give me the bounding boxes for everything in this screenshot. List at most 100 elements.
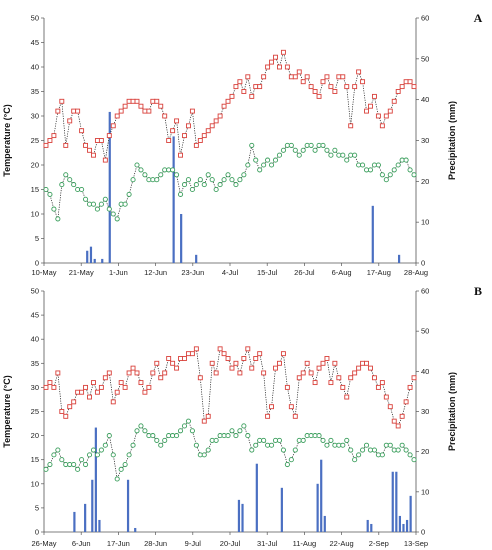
tmax-point [395,89,401,94]
tmax-point [332,89,338,94]
tmin-point [352,457,358,463]
tmin-point [371,447,377,453]
tmax-point [201,418,207,424]
tmax-point [229,93,235,99]
tmin-point [225,433,231,439]
y2-tick-label: 20 [421,447,429,456]
tmax-point [106,133,112,139]
tmin-point [241,172,247,178]
tmin-point [288,457,294,463]
tmax-point [280,49,286,55]
tmin-point [300,437,306,443]
tmax-point [356,365,362,371]
tmin-point [383,177,389,183]
tmin-point [253,442,259,448]
y-tick-label: 0 [35,528,39,537]
tmax-point [91,380,96,386]
tmax-point [300,79,306,85]
precip-bar [241,503,244,532]
y-tick-label: 10 [31,210,39,219]
tmin-point [320,142,326,148]
tmax-point [371,93,377,99]
y-tick-label: 20 [31,431,39,440]
y-tick-label: 20 [31,161,39,170]
tmax-point [138,103,144,109]
y-tick-label: 45 [31,311,39,320]
tmax-point [387,404,393,410]
tmin-point [59,457,65,463]
tmin-point [126,191,132,197]
tmax-point [87,147,92,153]
precip-bar [94,427,97,532]
y2-tick-label: 60 [421,14,429,23]
y-tick-label: 50 [31,287,39,296]
tmin-point [90,201,97,207]
tmax-point [213,118,219,124]
tmin-point [75,466,81,472]
tmax-point [217,346,223,352]
x-tick-label: 2-Sep [369,539,389,548]
precip-bar [255,463,258,532]
tmin-point [269,162,275,168]
tmax-point [197,138,203,143]
tmin-point [181,182,188,188]
tmin-point [352,152,358,158]
tmax-point [102,157,108,163]
tmin-point [296,152,302,158]
tmax-point [150,98,156,104]
tmax-point [316,93,322,99]
precip-bar [237,499,241,532]
precip-bar [371,205,374,263]
tmin-point [249,142,255,148]
tmax-point [98,384,104,390]
tmin-point [174,433,180,439]
tmax-point [122,384,128,390]
tmin-point [126,452,132,458]
tmin-point [102,196,108,202]
tmin-point [340,442,346,448]
tmax-point [146,384,152,390]
tmax-point [221,351,227,357]
tmax-point [110,123,116,129]
precip-bar [402,523,405,532]
tmin-point [94,452,100,458]
tmin-line [45,420,415,481]
tmin-point [288,142,294,148]
tmin-point [261,162,267,168]
tmax-point [308,84,314,90]
tmax-point [98,138,104,143]
tmin-point [114,216,120,222]
tmin-point [399,442,405,448]
tmin-point [387,172,393,178]
precip-bar [89,246,93,263]
x-tick-label: 10-May [31,268,56,277]
tmin-point [118,466,124,472]
tmax-point [83,142,89,148]
tmin-point [233,433,239,439]
tmin-point [360,162,366,168]
tmin-point [245,162,251,168]
y2-tick-label: 60 [421,287,429,296]
tmax-point [182,133,187,139]
tmax-point [193,346,199,352]
y2-tick-label: 30 [421,407,429,416]
tmin-point [269,442,275,448]
tmax-point [154,360,160,366]
tmax-point [249,365,255,371]
tmin-point [276,152,283,158]
tmin-point [292,447,298,453]
precip-bar [98,519,101,532]
tmax-point [67,118,73,124]
tmax-point [178,152,183,158]
tmax-point [320,79,326,85]
tmax-point [221,103,227,109]
y-tick-label: 15 [31,455,39,464]
x-tick-label: 26-May [31,539,56,548]
precip-bar [323,515,326,532]
tmax-point [316,365,322,371]
tmax-point [387,108,393,114]
tmin-point [185,418,191,424]
tmin-point [162,437,168,443]
tmin-point [411,172,417,178]
x-tick-label: 28-Aug [404,268,428,277]
